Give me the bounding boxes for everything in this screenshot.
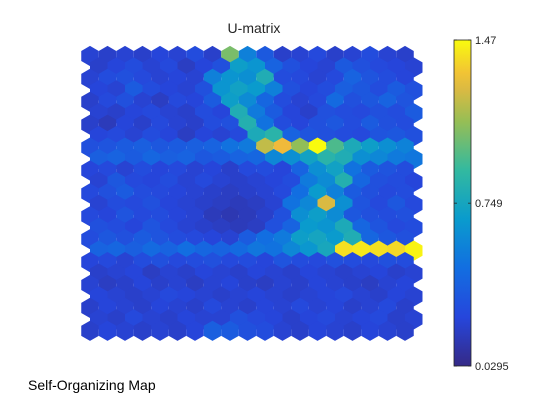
colorbar-tick-label: 0.749	[475, 198, 503, 210]
hex-cell	[98, 320, 117, 341]
hex-cell	[151, 320, 169, 341]
chart-title: U-matrix	[228, 20, 281, 36]
hex-cell	[256, 320, 274, 341]
colorbar-tick-label: 1.47	[475, 35, 496, 47]
hex-cell	[361, 320, 379, 341]
hex-cell	[81, 320, 99, 341]
hex-cell	[168, 320, 187, 341]
hex-cell	[221, 320, 239, 341]
hex-cell	[116, 320, 134, 341]
hex-cell	[308, 320, 327, 341]
hex-cell	[326, 320, 344, 341]
colorbar: 1.47 0.749 0.0295	[453, 35, 509, 373]
hex-grid	[81, 45, 423, 341]
hex-cell	[273, 320, 292, 341]
hex-cell	[186, 320, 204, 341]
hex-cell	[291, 320, 309, 341]
hex-cell	[133, 320, 152, 341]
hex-cell	[238, 320, 257, 341]
hex-cell	[378, 320, 397, 341]
colorbar-tick-label: 0.0295	[475, 361, 509, 373]
window-footer-label: Self-Organizing Map	[28, 377, 156, 393]
hex-cell	[343, 320, 362, 341]
hex-cell	[396, 320, 414, 341]
hex-cell	[203, 320, 222, 341]
